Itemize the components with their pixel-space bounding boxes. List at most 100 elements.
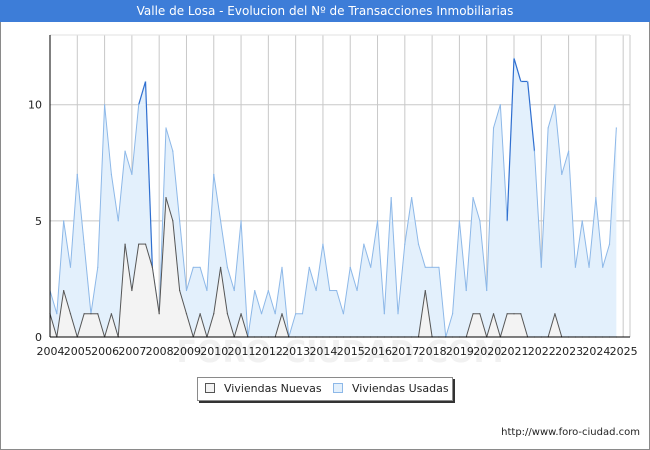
usadas-point xyxy=(83,243,85,245)
usadas-segment xyxy=(404,197,413,245)
usadas-point xyxy=(76,173,78,175)
usadas-segment xyxy=(267,290,276,314)
usadas-segment xyxy=(315,244,324,291)
nuevas-point xyxy=(513,313,515,315)
usadas-point xyxy=(274,313,276,315)
x-tick-label-2009: 2009 xyxy=(173,345,201,358)
usadas-segment xyxy=(220,220,228,268)
nuevas-segment xyxy=(56,290,65,338)
legend-swatch-usadas xyxy=(333,383,343,393)
usadas-segment xyxy=(479,220,488,291)
usadas-segment xyxy=(110,174,119,221)
nuevas-segment xyxy=(97,313,106,338)
usadas-segment xyxy=(301,267,310,314)
nuevas-segment xyxy=(240,313,249,338)
usadas-segment xyxy=(261,290,269,314)
nuevas-point xyxy=(506,313,508,315)
usadas-point xyxy=(499,104,501,106)
nuevas-segment xyxy=(69,313,78,338)
usadas-segment xyxy=(124,151,133,175)
usadas-point xyxy=(451,313,454,315)
usadas-point xyxy=(179,220,181,222)
usadas-point xyxy=(574,266,577,268)
usadas-point xyxy=(554,104,556,106)
usadas-segment xyxy=(465,197,474,291)
nuevas-segment xyxy=(63,290,71,314)
usadas-segment xyxy=(281,267,290,338)
usadas-segment xyxy=(472,197,481,221)
nuevas-segment xyxy=(117,244,126,338)
usadas-point xyxy=(431,266,433,268)
nuevas-segment xyxy=(465,313,474,338)
nuevas-point xyxy=(226,313,229,315)
nuevas-point xyxy=(554,313,556,315)
nuevas-segment xyxy=(185,313,194,338)
usadas-segment xyxy=(63,220,71,268)
usadas-point xyxy=(561,173,563,175)
usadas-segment xyxy=(97,104,106,268)
usadas-point xyxy=(567,150,570,152)
usadas-point xyxy=(138,104,140,106)
usadas-segment xyxy=(390,197,399,314)
usadas-segment xyxy=(356,244,365,291)
usadas-point xyxy=(240,220,242,222)
nuevas-segment xyxy=(213,267,222,314)
usadas-segment xyxy=(547,104,556,129)
usadas-point xyxy=(506,220,508,222)
nuevas-point xyxy=(281,313,283,315)
usadas-point xyxy=(602,266,604,268)
usadas-segment xyxy=(185,267,194,291)
y-tick-label-5: 5 xyxy=(35,215,42,228)
usadas-segment xyxy=(90,267,99,314)
usadas-segment xyxy=(69,174,78,268)
usadas-segment xyxy=(411,197,419,245)
usadas-point xyxy=(608,243,611,245)
usadas-segment xyxy=(438,267,447,338)
x-tick-label-2015: 2015 xyxy=(337,345,365,358)
x-tick-label-2022: 2022 xyxy=(528,345,556,358)
nuevas-segment xyxy=(151,267,160,314)
nuevas-point xyxy=(138,243,140,245)
x-tick-label-2005: 2005 xyxy=(64,345,92,358)
usadas-segment xyxy=(158,127,167,314)
usadas-area xyxy=(50,58,617,337)
nuevas-point xyxy=(63,289,65,292)
nuevas-segment xyxy=(110,313,119,338)
usadas-segment xyxy=(493,104,501,129)
nuevas-segment xyxy=(499,313,508,338)
nuevas-point xyxy=(213,313,215,315)
nuevas-point xyxy=(165,197,167,199)
usadas-segment xyxy=(602,243,611,268)
usadas-segment xyxy=(561,151,570,175)
x-tick-label-2025: 2025 xyxy=(610,345,638,358)
y-tick-labels: 0 5 10 xyxy=(28,99,42,344)
nuevas-point xyxy=(479,313,481,315)
usadas-point xyxy=(199,266,201,268)
usadas-segment xyxy=(554,104,563,175)
usadas-segment xyxy=(486,127,495,291)
usadas-point xyxy=(458,220,461,222)
x-tick-labels: 2004 2005 2006 2007 2008 2009 2010 2011 2012 2013… xyxy=(37,345,638,358)
usadas-segment xyxy=(595,197,604,268)
usadas-point xyxy=(492,127,495,129)
usadas-point xyxy=(335,289,338,292)
usadas-segment xyxy=(342,267,351,314)
source-url[interactable]: http://www.foro-ciudad.com xyxy=(501,427,640,438)
usadas-segment xyxy=(199,267,208,291)
nuevas-segment xyxy=(424,290,433,338)
x-tick-label-2006: 2006 xyxy=(91,345,119,358)
usadas-point xyxy=(63,220,65,222)
usadas-point xyxy=(465,289,467,292)
usadas-segment xyxy=(213,174,222,221)
nuevas-point xyxy=(492,313,495,315)
nuevas-segment xyxy=(520,313,529,338)
usadas-point xyxy=(527,80,529,83)
x-tick-label-2024: 2024 xyxy=(582,345,610,358)
usadas-segment xyxy=(247,290,256,338)
nuevas-point xyxy=(69,313,72,315)
usadas-point xyxy=(124,150,126,152)
x-tick-label-2020: 2020 xyxy=(473,345,501,358)
usadas-point xyxy=(438,266,440,268)
usadas-segment xyxy=(533,151,542,268)
